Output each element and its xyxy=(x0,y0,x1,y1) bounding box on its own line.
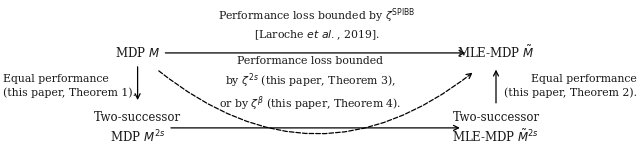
Text: Equal performance
(this paper, Theorem 2).: Equal performance (this paper, Theorem 2… xyxy=(504,74,637,98)
Text: Two-successor
MLE-MDP $\tilde{M}^{2s}$: Two-successor MLE-MDP $\tilde{M}^{2s}$ xyxy=(452,111,540,145)
Text: Performance loss bounded by $\zeta^{\mathrm{SPIBB}}$
[Laroche $\mathit{et\ al.}$: Performance loss bounded by $\zeta^{\mat… xyxy=(218,7,415,42)
Text: MDP $M$: MDP $M$ xyxy=(115,46,160,60)
Text: Equal performance
(this paper, Theorem 1).: Equal performance (this paper, Theorem 1… xyxy=(3,74,136,98)
Text: Performance loss bounded
by $\zeta^{2s}$ (this paper, Theorem 3),
or by $\zeta^{: Performance loss bounded by $\zeta^{2s}$… xyxy=(220,56,401,113)
Text: Two-successor
MDP $M^{2s}$: Two-successor MDP $M^{2s}$ xyxy=(94,111,181,145)
Text: MLE-MDP $\tilde{M}$: MLE-MDP $\tilde{M}$ xyxy=(458,45,534,61)
